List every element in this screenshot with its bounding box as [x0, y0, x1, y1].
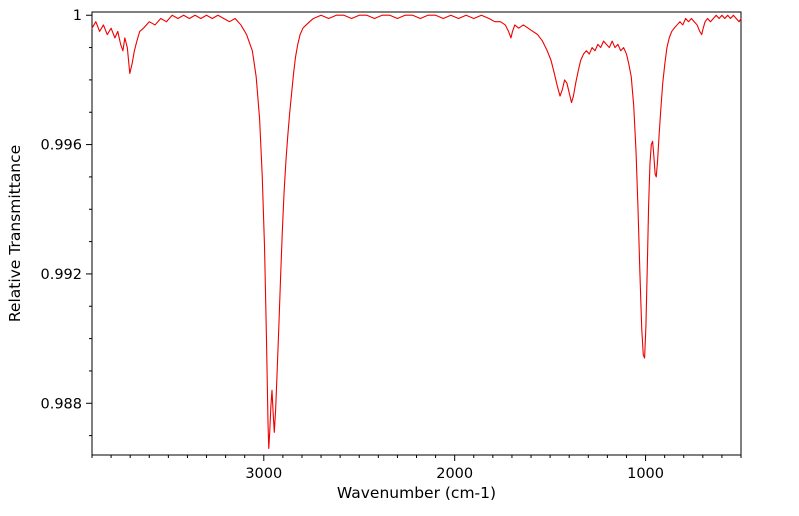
- y-tick-label: 1: [73, 8, 82, 24]
- y-tick-label: 0.988: [40, 396, 82, 412]
- x-tick-label: 2000: [436, 466, 473, 482]
- y-tick-label: 0.996: [40, 138, 82, 154]
- y-axis-label: Relative Transmittance: [6, 145, 24, 322]
- spectrum-line: [91, 14, 742, 450]
- y-tick-label: 0.992: [40, 267, 82, 283]
- x-axis-label: Wavenumber (cm-1): [337, 484, 496, 502]
- x-tick-label: 3000: [245, 466, 282, 482]
- x-tick-label: 1000: [627, 466, 664, 482]
- plot-frame: [91, 11, 742, 456]
